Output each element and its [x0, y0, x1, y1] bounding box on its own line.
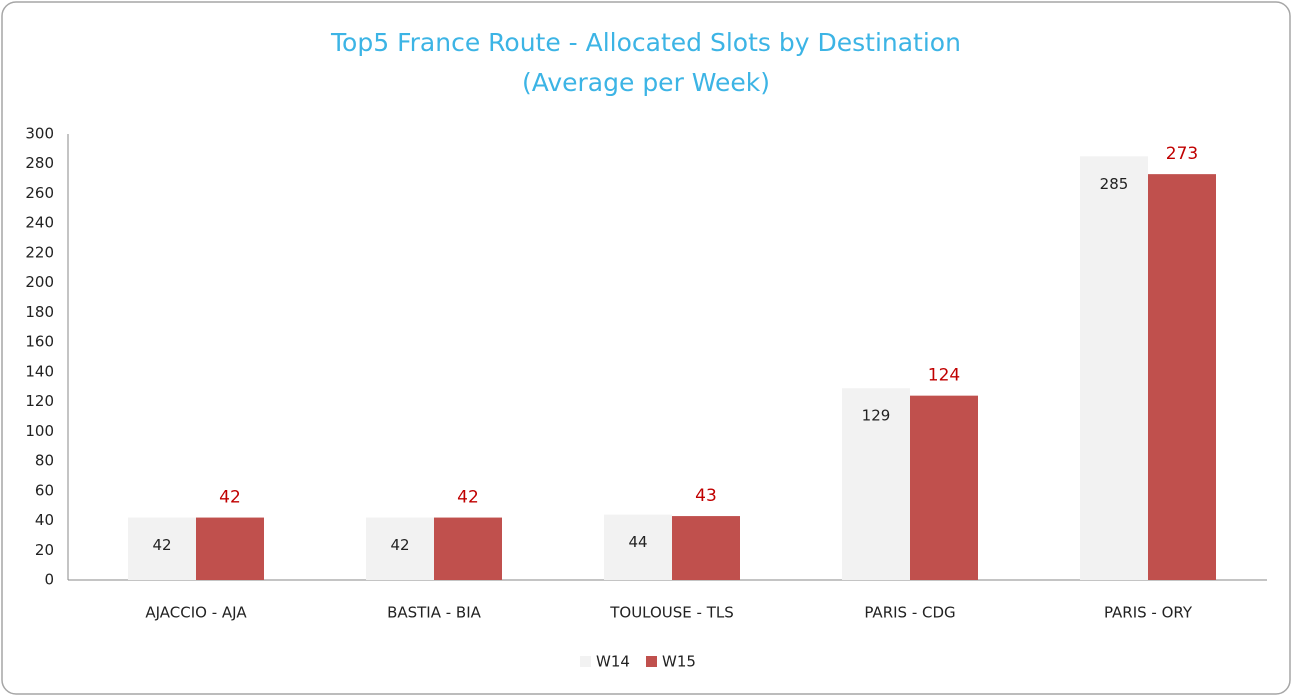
bar [128, 517, 196, 580]
y-tick-label: 140 [25, 362, 54, 380]
y-tick-label: 80 [35, 452, 54, 470]
y-tick-label: 220 [25, 243, 54, 261]
legend-swatch [646, 656, 657, 667]
data-label: 42 [390, 536, 409, 554]
x-tick-label: BASTIA - BIA [387, 604, 482, 622]
data-label: 124 [928, 366, 960, 386]
y-tick-label: 180 [25, 303, 54, 321]
data-label: 42 [457, 488, 479, 508]
y-tick-label: 20 [35, 541, 54, 559]
y-tick-label: 260 [25, 184, 54, 202]
y-tick-label: 0 [44, 571, 54, 589]
legend-swatch [580, 656, 591, 667]
x-tick-label: TOULOUSE - TLS [609, 604, 734, 622]
y-tick-label: 120 [25, 392, 54, 410]
chart-title: Top5 France Route - Allocated Slots by D… [330, 28, 961, 57]
bar [842, 388, 910, 580]
data-label: 44 [628, 533, 647, 551]
bar [196, 517, 264, 580]
bar [672, 516, 740, 580]
data-label: 42 [152, 536, 171, 554]
y-tick-label: 280 [25, 154, 54, 172]
x-tick-label: PARIS - ORY [1104, 604, 1193, 622]
bar [434, 517, 502, 580]
y-tick-label: 300 [25, 125, 54, 143]
legend-label: W15 [662, 653, 696, 671]
y-tick-label: 240 [25, 214, 54, 232]
bar [1148, 174, 1216, 580]
data-label: 273 [1166, 144, 1198, 164]
chart-subtitle: (Average per Week) [522, 68, 770, 97]
bar [1080, 156, 1148, 581]
data-label: 42 [219, 488, 241, 508]
legend-label: W14 [596, 653, 630, 671]
data-label: 285 [1100, 175, 1129, 193]
y-tick-label: 40 [35, 511, 54, 529]
x-tick-label: AJACCIO - AJA [145, 604, 247, 622]
bar [910, 395, 978, 580]
y-tick-label: 160 [25, 333, 54, 351]
y-tick-label: 100 [25, 422, 54, 440]
y-tick-label: 200 [25, 273, 54, 291]
data-label: 129 [862, 407, 891, 425]
bar [604, 514, 672, 580]
data-label: 43 [695, 486, 717, 506]
x-tick-label: PARIS - CDG [864, 604, 955, 622]
bar [366, 517, 434, 580]
y-tick-label: 60 [35, 481, 54, 499]
